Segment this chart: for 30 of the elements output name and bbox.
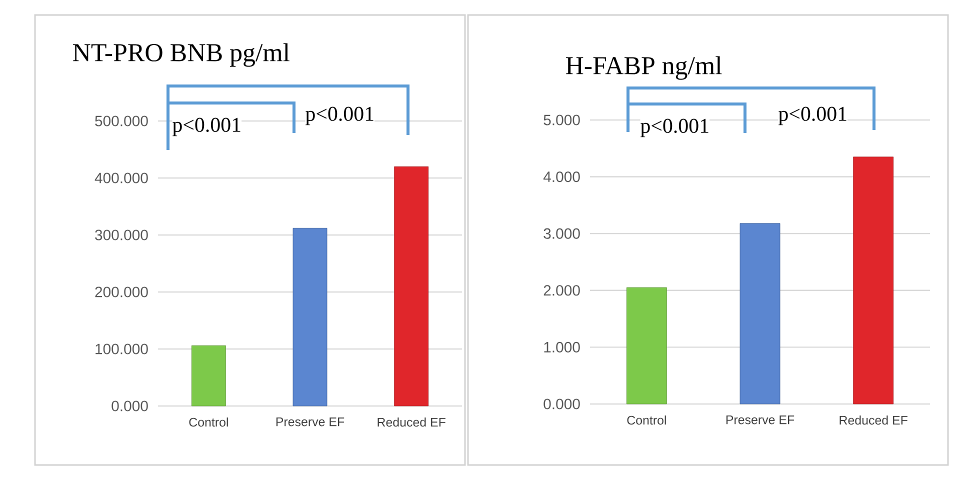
annotation: p<0.001 bbox=[306, 106, 374, 126]
y-tick-label: 0.000 bbox=[544, 398, 580, 410]
y-tick-label: 4.000 bbox=[543, 171, 580, 182]
x-tick-label: Preserve EF bbox=[726, 416, 794, 424]
y-tick-label: 200.000 bbox=[95, 286, 148, 298]
y-tick-label: 3.000 bbox=[544, 228, 580, 239]
y-tick-label: 300.000 bbox=[95, 230, 148, 240]
x-tick-label: Preserve EF bbox=[276, 418, 344, 426]
bar bbox=[292, 228, 328, 406]
y-tick-label: 400.000 bbox=[94, 172, 148, 184]
y-tick-label: 2.000 bbox=[544, 285, 580, 296]
annotation: p<0.001 bbox=[172, 118, 240, 136]
y-tick-label: 100.000 bbox=[96, 344, 148, 354]
y-tick-label: 0.000 bbox=[112, 400, 148, 412]
bar bbox=[626, 287, 667, 404]
y-tick-label: 1.000 bbox=[544, 342, 580, 352]
x-tick-label: Control bbox=[627, 416, 666, 425]
bar bbox=[394, 166, 429, 406]
annotation: p<0.001 bbox=[640, 118, 708, 138]
bar bbox=[740, 223, 780, 404]
x-tick-label: Reduced EF bbox=[378, 418, 446, 427]
x-tick-label: Control bbox=[189, 418, 228, 427]
bar bbox=[191, 345, 226, 406]
chart-title: NT-PRO BNB pg/ml bbox=[72, 43, 290, 67]
bar bbox=[853, 156, 894, 404]
annotation: p<0.001 bbox=[778, 106, 846, 126]
chart-title: H-FABP ng/ml bbox=[566, 56, 722, 80]
y-tick-label: 5.000 bbox=[544, 114, 580, 126]
x-tick-label: Reduced EF bbox=[840, 416, 908, 425]
y-tick-label: 500.000 bbox=[95, 116, 148, 126]
